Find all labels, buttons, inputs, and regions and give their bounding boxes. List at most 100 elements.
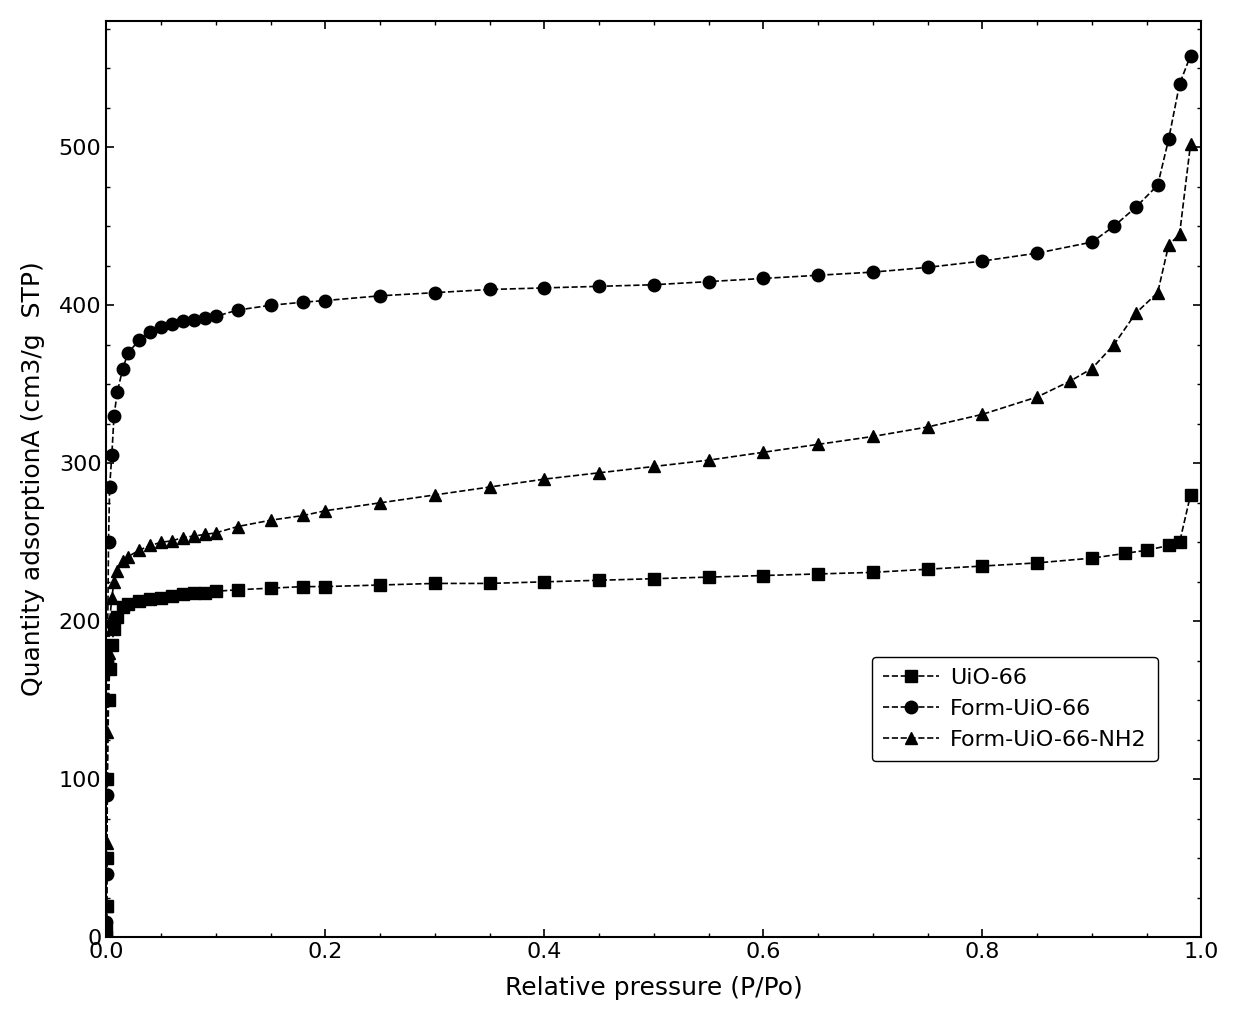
- Form-UiO-66-NH2: [99, 931, 114, 943]
- Form-UiO-66: [373, 290, 388, 302]
- Form-UiO-66-NH2: [811, 438, 826, 450]
- Form-UiO-66: [428, 287, 443, 299]
- Form-UiO-66: [1172, 78, 1187, 90]
- UiO-66: [537, 576, 552, 588]
- UiO-66: [1029, 556, 1044, 569]
- Form-UiO-66-NH2: [1172, 228, 1187, 240]
- UiO-66: [102, 694, 117, 707]
- Form-UiO-66: [102, 536, 117, 548]
- UiO-66: [296, 581, 311, 593]
- UiO-66: [646, 573, 661, 585]
- Form-UiO-66: [702, 276, 717, 288]
- Form-UiO-66: [756, 273, 771, 285]
- UiO-66: [866, 567, 880, 579]
- Form-UiO-66-NH2: [1029, 391, 1044, 403]
- Form-UiO-66-NH2: [920, 421, 935, 433]
- Form-UiO-66-NH2: [110, 565, 125, 577]
- Form-UiO-66-NH2: [263, 515, 278, 527]
- UiO-66: [317, 581, 332, 593]
- UiO-66: [263, 582, 278, 594]
- Form-UiO-66-NH2: [100, 726, 115, 738]
- Form-UiO-66: [154, 322, 169, 334]
- Form-UiO-66: [1183, 49, 1198, 61]
- Form-UiO-66: [197, 311, 212, 324]
- Form-UiO-66: [100, 654, 115, 667]
- Legend: UiO-66, Form-UiO-66, Form-UiO-66-NH2: UiO-66, Form-UiO-66, Form-UiO-66-NH2: [872, 657, 1157, 762]
- UiO-66: [373, 579, 388, 591]
- UiO-66: [1172, 536, 1187, 548]
- UiO-66: [482, 577, 497, 589]
- UiO-66: [104, 639, 119, 651]
- Form-UiO-66: [1151, 179, 1166, 191]
- UiO-66: [186, 587, 201, 599]
- Form-UiO-66-NH2: [866, 430, 880, 442]
- UiO-66: [208, 585, 223, 597]
- Form-UiO-66-NH2: [296, 509, 311, 522]
- Form-UiO-66: [107, 409, 122, 422]
- UiO-66: [591, 574, 606, 586]
- UiO-66: [428, 577, 443, 589]
- UiO-66: [99, 853, 114, 865]
- UiO-66: [99, 923, 114, 935]
- Form-UiO-66-NH2: [482, 481, 497, 493]
- Form-UiO-66: [104, 449, 119, 461]
- Y-axis label: Quantity adsorptionA (cm3/g  STP): Quantity adsorptionA (cm3/g STP): [21, 261, 45, 696]
- Form-UiO-66: [646, 279, 661, 291]
- Form-UiO-66-NH2: [154, 536, 169, 548]
- Form-UiO-66: [1085, 236, 1100, 248]
- Form-UiO-66-NH2: [197, 528, 212, 540]
- Form-UiO-66: [1106, 221, 1121, 233]
- Form-UiO-66: [186, 313, 201, 326]
- UiO-66: [99, 931, 114, 943]
- UiO-66: [107, 623, 122, 635]
- Form-UiO-66: [296, 296, 311, 308]
- Form-UiO-66-NH2: [1161, 239, 1176, 251]
- Form-UiO-66-NH2: [428, 489, 443, 501]
- Form-UiO-66: [176, 314, 191, 327]
- Line: UiO-66: UiO-66: [100, 489, 1197, 943]
- Line: Form-UiO-66-NH2: Form-UiO-66-NH2: [100, 138, 1197, 943]
- Form-UiO-66-NH2: [104, 591, 119, 603]
- Form-UiO-66: [263, 299, 278, 311]
- Form-UiO-66: [110, 386, 125, 398]
- UiO-66: [165, 590, 180, 602]
- Form-UiO-66-NH2: [143, 539, 157, 551]
- Form-UiO-66: [537, 282, 552, 294]
- UiO-66: [1140, 544, 1154, 556]
- UiO-66: [1161, 539, 1176, 551]
- Form-UiO-66: [1128, 201, 1143, 213]
- UiO-66: [131, 594, 146, 606]
- Line: Form-UiO-66: Form-UiO-66: [100, 49, 1197, 943]
- Form-UiO-66: [811, 270, 826, 282]
- Form-UiO-66-NH2: [107, 576, 122, 588]
- Form-UiO-66: [208, 310, 223, 323]
- UiO-66: [920, 563, 935, 575]
- Form-UiO-66-NH2: [1063, 375, 1078, 387]
- Form-UiO-66-NH2: [756, 446, 771, 458]
- UiO-66: [100, 773, 115, 785]
- UiO-66: [1117, 547, 1132, 560]
- Form-UiO-66-NH2: [1085, 362, 1100, 375]
- Form-UiO-66-NH2: [176, 532, 191, 544]
- UiO-66: [154, 591, 169, 603]
- Form-UiO-66-NH2: [373, 496, 388, 508]
- UiO-66: [99, 900, 114, 912]
- Form-UiO-66: [866, 266, 880, 279]
- Form-UiO-66-NH2: [646, 460, 661, 473]
- Form-UiO-66-NH2: [131, 544, 146, 556]
- UiO-66: [102, 663, 117, 675]
- UiO-66: [176, 588, 191, 600]
- Form-UiO-66-NH2: [208, 527, 223, 539]
- Form-UiO-66: [99, 868, 114, 880]
- Form-UiO-66-NH2: [99, 923, 114, 935]
- Form-UiO-66-NH2: [1128, 307, 1143, 320]
- Form-UiO-66-NH2: [165, 535, 180, 547]
- Form-UiO-66: [317, 294, 332, 306]
- UiO-66: [1085, 552, 1100, 565]
- X-axis label: Relative pressure (P/Po): Relative pressure (P/Po): [505, 976, 802, 1001]
- UiO-66: [110, 611, 125, 623]
- Form-UiO-66: [1029, 247, 1044, 259]
- UiO-66: [756, 570, 771, 582]
- Form-UiO-66-NH2: [975, 408, 990, 421]
- Form-UiO-66-NH2: [317, 504, 332, 517]
